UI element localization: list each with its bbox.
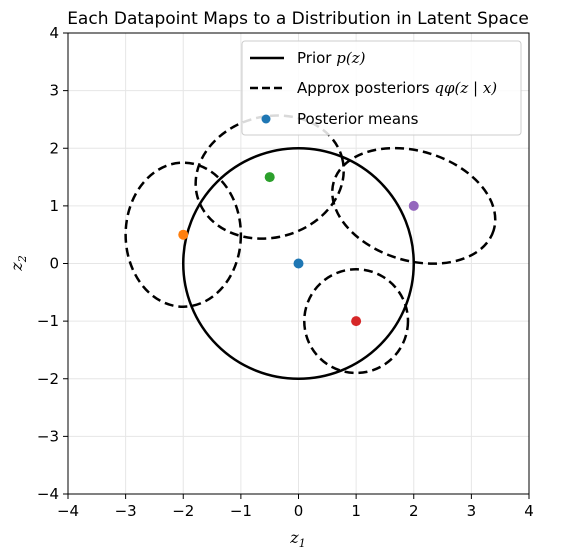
x-tick-label: −2 [172,502,194,520]
y-axis-label: z2 [7,255,29,271]
x-tick-label: −3 [115,502,137,520]
legend: Prior p(z) Approx posteriors qφ(z | x) P… [241,40,522,136]
legend-prior-label: Prior p(z) [297,49,366,67]
x-tick-label: 1 [351,502,361,520]
x-axis-ticks: −4 −3 −2 −1 0 1 2 3 4 [57,494,534,520]
x-tick-label: 0 [294,502,304,520]
posterior-ellipse [303,268,410,375]
x-tick-label: 3 [467,502,477,520]
posterior-ellipse [124,161,243,308]
x-tick-label: 4 [524,502,534,520]
y-tick-label: −1 [37,312,59,330]
prior-circle [182,147,415,380]
posterior-mean-point [351,316,362,327]
x-tick-label: 2 [409,502,419,520]
y-tick-label: 1 [49,197,59,215]
legend-posterior-label: Approx posteriors qφ(z | x) [297,79,497,97]
chart-title: Each Datapoint Maps to a Distribution in… [67,9,529,29]
y-tick-label: −2 [37,370,59,388]
y-tick-label: 0 [49,255,59,273]
y-tick-label: −3 [37,427,59,445]
y-axis-ticks: −4 −3 −2 −1 0 1 2 3 4 [37,24,68,503]
x-axis-label: z1 [289,528,305,550]
x-tick-label: −1 [230,502,252,520]
y-tick-label: 3 [49,82,59,100]
posterior-mean-point [264,172,275,183]
y-tick-label: −4 [37,485,59,503]
x-tick-label: −4 [57,502,79,520]
legend-box [241,40,522,136]
posterior-mean-point [408,200,419,211]
posterior-mean-point [293,258,304,269]
posterior-ellipse [331,146,497,265]
legend-means-marker [261,114,271,124]
prior-circle-group [182,147,415,380]
y-tick-label: 4 [49,24,59,42]
posterior-mean-point [178,229,189,240]
posterior-means [178,172,419,327]
legend-means-label: Posterior means [297,110,419,128]
y-tick-label: 2 [49,139,59,157]
